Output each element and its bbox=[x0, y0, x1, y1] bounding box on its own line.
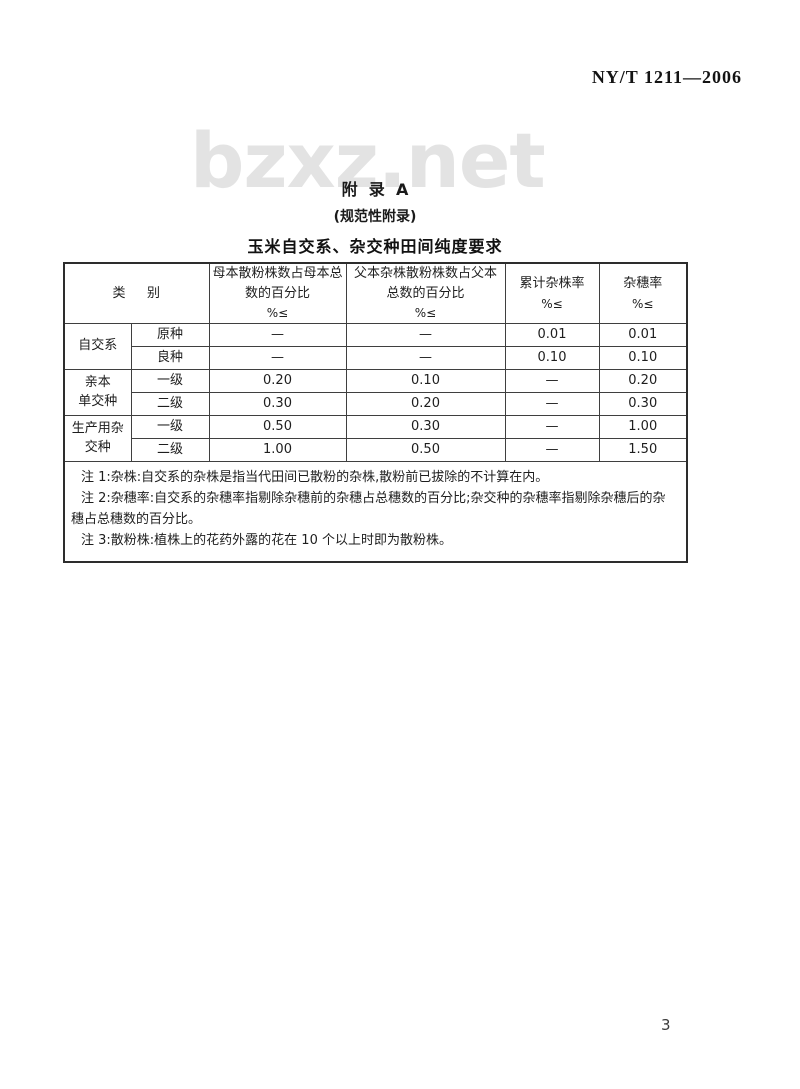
group-label-inbred-line: 自交系 bbox=[63, 322, 132, 370]
table-row: 亲本 单交种 一级 0.20 0.10 — 0.20 bbox=[63, 368, 688, 416]
standard-number: NY/T 1211—2006 bbox=[591, 67, 742, 87]
header-label: 杂穗率 bbox=[623, 276, 663, 291]
sub-label: 一级 bbox=[130, 414, 210, 439]
cell-value: 0.20 bbox=[208, 368, 347, 393]
cell-value: 0.30 bbox=[208, 391, 347, 416]
table-notes-row: 注 1:杂株:自交系的杂株是指当代田间已散粉的杂株,散粉前已拔除的不计算在内。 … bbox=[63, 460, 688, 563]
cell-value: 0.10 bbox=[504, 345, 600, 370]
cell-value: 0.10 bbox=[598, 345, 688, 370]
header-offtype-ear-rate: 杂穗率 %≤ bbox=[598, 262, 688, 324]
table-row: 二级 0.30 0.20 — 0.30 bbox=[64, 391, 688, 416]
cell-value: — bbox=[345, 322, 506, 347]
cell-value: 0.01 bbox=[504, 322, 600, 347]
cell-value: — bbox=[504, 414, 600, 439]
cell-value: 1.50 bbox=[598, 437, 688, 462]
header-unit: %≤ bbox=[414, 306, 437, 321]
cell-value: — bbox=[208, 345, 347, 370]
header-label: 母本散粉株数占母本总数的百分比 bbox=[212, 266, 343, 301]
sub-label: 良种 bbox=[130, 345, 210, 370]
table-header-row: 类 别 母本散粉株数占母本总数的百分比 %≤ 父本杂株散粉株数占父本总数的百分比… bbox=[63, 262, 688, 324]
cell-value: 1.00 bbox=[598, 414, 688, 439]
watermark-text: bzxz.net bbox=[190, 116, 546, 205]
cell-value: 1.00 bbox=[208, 437, 347, 462]
cell-value: 0.20 bbox=[598, 368, 688, 393]
cell-value: — bbox=[345, 345, 506, 370]
appendix-title: 附 录 A bbox=[341, 180, 409, 199]
table-row: 良种 — — 0.10 0.10 bbox=[64, 345, 688, 370]
sub-label: 二级 bbox=[130, 437, 210, 462]
appendix-heading: 玉米自交系、杂交种田间纯度要求 bbox=[247, 237, 503, 256]
header-cumulative-offtype-rate: 累计杂株率 %≤ bbox=[504, 262, 600, 324]
cell-value: — bbox=[208, 322, 347, 347]
table-row: 生产用杂 交种 一级 0.50 0.30 — 1.00 bbox=[63, 414, 688, 462]
header-male-offtype-shedding: 父本杂株散粉株数占父本总数的百分比 %≤ bbox=[345, 262, 506, 324]
cell-value: 0.20 bbox=[345, 391, 506, 416]
header-female-shedding: 母本散粉株数占母本总数的百分比 %≤ bbox=[208, 262, 347, 324]
header-unit: %≤ bbox=[266, 306, 289, 321]
note-1: 注 1:杂株:自交系的杂株是指当代田间已散粉的杂株,散粉前已拔除的不计算在内。 bbox=[81, 469, 549, 485]
sub-label: 二级 bbox=[130, 391, 210, 416]
cell-value: 0.30 bbox=[345, 414, 506, 439]
sub-label: 一级 bbox=[130, 368, 210, 393]
appendix-title-block: 附 录 A (规范性附录) 玉米自交系、杂交种田间纯度要求 bbox=[63, 176, 687, 257]
table-row: 二级 1.00 0.50 — 1.50 bbox=[64, 437, 688, 462]
purity-requirements-table: 类 别 母本散粉株数占母本总数的百分比 %≤ 父本杂株散粉株数占父本总数的百分比… bbox=[63, 262, 688, 563]
header-label: 父本杂株散粉株数占父本总数的百分比 bbox=[353, 266, 497, 301]
cell-value: 0.50 bbox=[208, 414, 347, 439]
group-label-production-hybrid: 生产用杂 交种 bbox=[63, 414, 132, 462]
page-number: 3 bbox=[661, 1016, 671, 1034]
header-unit: %≤ bbox=[541, 296, 563, 311]
group-label-parent-single-cross: 亲本 单交种 bbox=[63, 368, 132, 416]
cell-value: 0.50 bbox=[345, 437, 506, 462]
header-category: 类 别 bbox=[63, 262, 210, 324]
cell-value: 0.30 bbox=[598, 391, 688, 416]
cell-value: — bbox=[504, 368, 600, 393]
note-2: 注 2:杂穗率:自交系的杂穗率指剔除杂穗前的杂穗占总穗数的百分比;杂交种的杂穗率… bbox=[71, 490, 666, 527]
cell-value: — bbox=[504, 437, 600, 462]
cell-value: — bbox=[504, 391, 600, 416]
appendix-subtitle: (规范性附录) bbox=[333, 209, 417, 225]
header-label: 累计杂株率 bbox=[519, 276, 585, 291]
cell-value: 0.01 bbox=[598, 322, 688, 347]
note-3: 注 3:散粉株:植株上的花药外露的花在 10 个以上时即为散粉株。 bbox=[81, 532, 452, 548]
table-row: 自交系 原种 — — 0.01 0.01 bbox=[63, 322, 688, 370]
cell-value: 0.10 bbox=[345, 368, 506, 393]
table-notes: 注 1:杂株:自交系的杂株是指当代田间已散粉的杂株,散粉前已拔除的不计算在内。 … bbox=[63, 460, 688, 563]
header-unit: %≤ bbox=[632, 296, 654, 311]
sub-label: 原种 bbox=[130, 322, 210, 347]
